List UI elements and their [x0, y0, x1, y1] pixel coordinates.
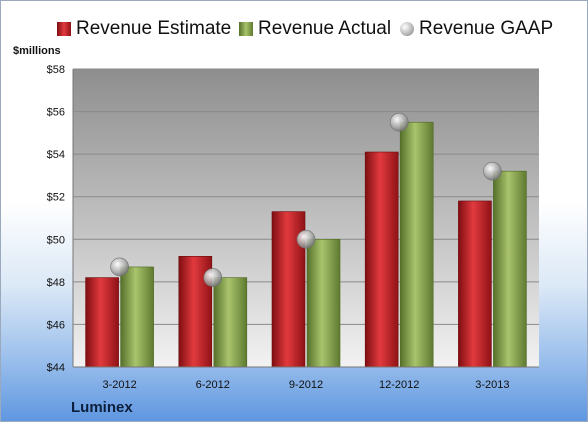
x-tick-label: 12-2012 [379, 379, 419, 391]
y-tick-label: $52 [47, 192, 65, 204]
x-tick-label: 3-2013 [475, 379, 509, 391]
legend-item-estimate: Revenue Estimate [57, 17, 231, 41]
y-tick-label: $46 [47, 319, 65, 331]
bar-revenue-estimate [458, 200, 492, 368]
marker-revenue-gaap [203, 268, 223, 287]
bar-revenue-actual [399, 121, 434, 368]
x-tick-label: 3-2012 [102, 379, 136, 391]
legend: Revenue Estimate Revenue Actual Revenue … [1, 17, 587, 41]
y-axis-units-label: $millions [13, 45, 61, 57]
y-tick-label: $54 [47, 149, 65, 161]
bar-revenue-estimate [85, 277, 119, 368]
company-name: Luminex [71, 399, 133, 416]
marker-revenue-gaap [483, 161, 502, 181]
legend-label-estimate: Revenue Estimate [76, 18, 232, 39]
x-tick-label: 9-2012 [289, 379, 323, 391]
legend-marker-gaap [400, 22, 414, 36]
bar-revenue-actual [493, 170, 527, 368]
y-tick-label: $48 [47, 277, 65, 289]
x-tick-label: 6-2012 [196, 379, 230, 391]
legend-swatch-actual [239, 22, 253, 36]
bar-revenue-actual [213, 277, 248, 368]
marker-revenue-gaap [110, 257, 129, 277]
y-tick-label: $56 [47, 107, 65, 119]
bar-revenue-actual [120, 266, 154, 368]
y-tick-label: $44 [47, 362, 65, 374]
legend-label-actual: Revenue Actual [258, 18, 392, 39]
y-tick-label: $50 [47, 234, 65, 246]
marker-revenue-gaap [389, 112, 409, 132]
legend-item-actual: Revenue Actual [239, 17, 391, 41]
marker-revenue-gaap [296, 229, 316, 249]
legend-swatch-estimate [57, 22, 71, 36]
y-tick-label: $58 [47, 64, 65, 76]
legend-item-gaap: Revenue GAAP [400, 17, 553, 41]
legend-label-gaap: Revenue GAAP [419, 18, 554, 39]
bar-revenue-actual [306, 238, 341, 368]
bar-revenue-estimate [364, 151, 399, 368]
